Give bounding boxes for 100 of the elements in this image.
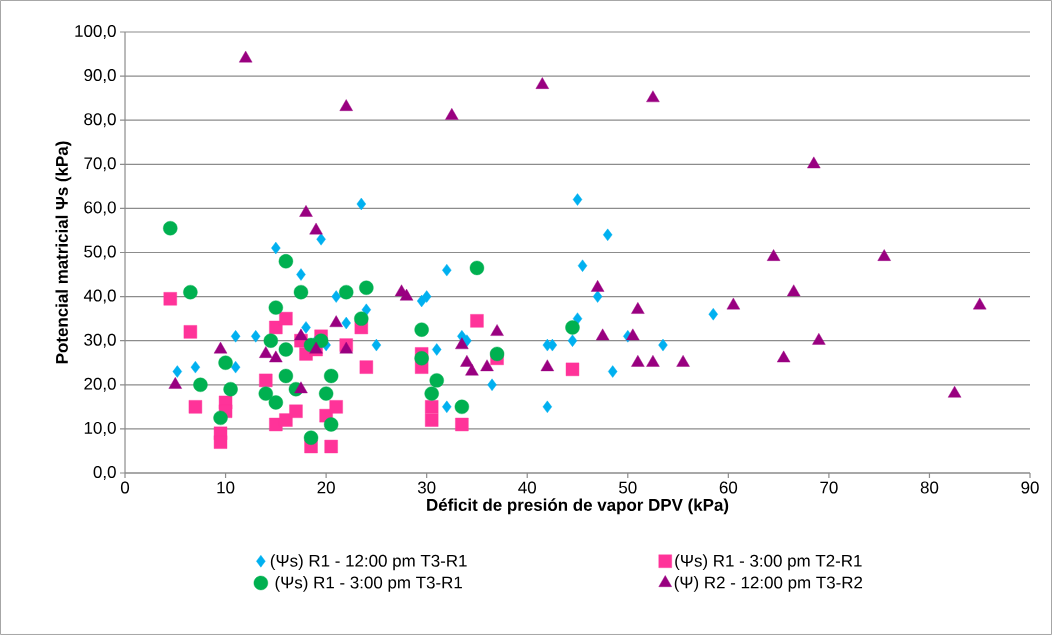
point — [172, 365, 182, 378]
point — [269, 350, 283, 363]
point — [193, 377, 208, 392]
point — [577, 259, 588, 272]
point — [213, 410, 228, 426]
point — [676, 355, 690, 367]
point — [341, 316, 351, 330]
x-tick-label: 40 — [518, 481, 536, 494]
legend-label: (Ψs) R1 - 3:00 pm T2-R1 — [675, 554, 862, 571]
point — [324, 439, 338, 454]
point — [278, 342, 294, 357]
point — [590, 280, 605, 292]
point — [973, 297, 987, 310]
point — [489, 346, 505, 362]
point — [567, 334, 578, 347]
point — [183, 325, 198, 339]
point — [646, 90, 660, 103]
y-tick-label: 80,0 — [84, 113, 116, 128]
point — [421, 290, 432, 303]
point — [329, 315, 343, 327]
point — [626, 328, 640, 341]
y-tick-label: 90,0 — [84, 69, 116, 84]
point — [592, 290, 603, 303]
point — [469, 260, 485, 276]
point — [183, 285, 198, 300]
y-tick-label: 10,0 — [84, 421, 116, 436]
point — [535, 77, 549, 89]
point — [223, 382, 238, 397]
point — [766, 249, 781, 261]
point — [329, 400, 343, 414]
y-axis-title: Potencial matricial Ψs (kPa) — [55, 141, 72, 364]
point — [646, 355, 660, 367]
point — [279, 311, 293, 326]
y-tick-label: 20,0 — [84, 377, 116, 392]
point — [371, 338, 382, 352]
point — [339, 285, 354, 300]
point — [424, 386, 439, 401]
point — [608, 365, 618, 378]
point — [323, 368, 339, 384]
point — [812, 333, 826, 345]
point — [268, 395, 284, 410]
y-tick-label: 0,0 — [93, 465, 116, 480]
point — [190, 360, 201, 374]
legend-label: (Ψs) R1 - 12:00 pm T3-R1 — [270, 554, 467, 571]
y-tick-label: 60,0 — [84, 201, 116, 216]
point — [565, 362, 580, 377]
point — [877, 249, 891, 261]
point — [289, 404, 303, 418]
point — [230, 360, 241, 374]
point — [414, 351, 429, 366]
point — [429, 373, 444, 388]
x-tick-label: 60 — [719, 481, 738, 494]
point — [542, 400, 553, 414]
point — [631, 355, 645, 367]
legend-label: (Ψs) R1 - 3:00 pm T3-R1 — [275, 576, 462, 592]
point — [947, 385, 962, 398]
x-axis-title: Déficit de presión de vapor DPV (kPa) — [427, 498, 729, 515]
point — [278, 254, 294, 269]
point — [602, 228, 613, 242]
legend-label: (Ψ) R2 - 12:00 pm T3-R2 — [674, 576, 863, 592]
point — [454, 399, 470, 415]
x-tick-label: 70 — [820, 481, 838, 494]
x-tick-label: 50 — [619, 481, 637, 494]
point — [658, 338, 668, 352]
point — [631, 302, 645, 314]
point — [356, 197, 366, 211]
point — [316, 233, 326, 246]
point — [213, 435, 228, 449]
point — [218, 355, 233, 370]
point — [278, 368, 294, 384]
point — [269, 320, 283, 335]
point — [301, 321, 311, 334]
point — [425, 413, 439, 427]
point — [776, 350, 791, 363]
point — [258, 386, 273, 401]
point — [465, 363, 479, 376]
point — [540, 359, 555, 372]
point — [445, 108, 459, 120]
point — [163, 292, 177, 306]
point — [299, 205, 313, 217]
x-tick-label: 80 — [920, 481, 939, 494]
point — [708, 308, 718, 321]
y-tick-label: 30,0 — [84, 333, 116, 348]
point — [425, 400, 439, 414]
point — [354, 311, 369, 326]
point — [490, 324, 504, 336]
point — [213, 341, 228, 354]
x-tick-label: 10 — [217, 481, 235, 494]
y-tick-label: 100,0 — [75, 24, 116, 39]
point — [442, 263, 452, 277]
y-tick-label: 40,0 — [83, 289, 116, 304]
point — [263, 333, 278, 348]
point — [359, 280, 374, 295]
point — [487, 378, 497, 391]
point — [259, 346, 273, 358]
x-tick-label: 0 — [120, 481, 130, 494]
point — [442, 400, 452, 414]
point — [787, 284, 801, 297]
x-tick-label: 90 — [1021, 481, 1039, 494]
point — [239, 50, 253, 63]
